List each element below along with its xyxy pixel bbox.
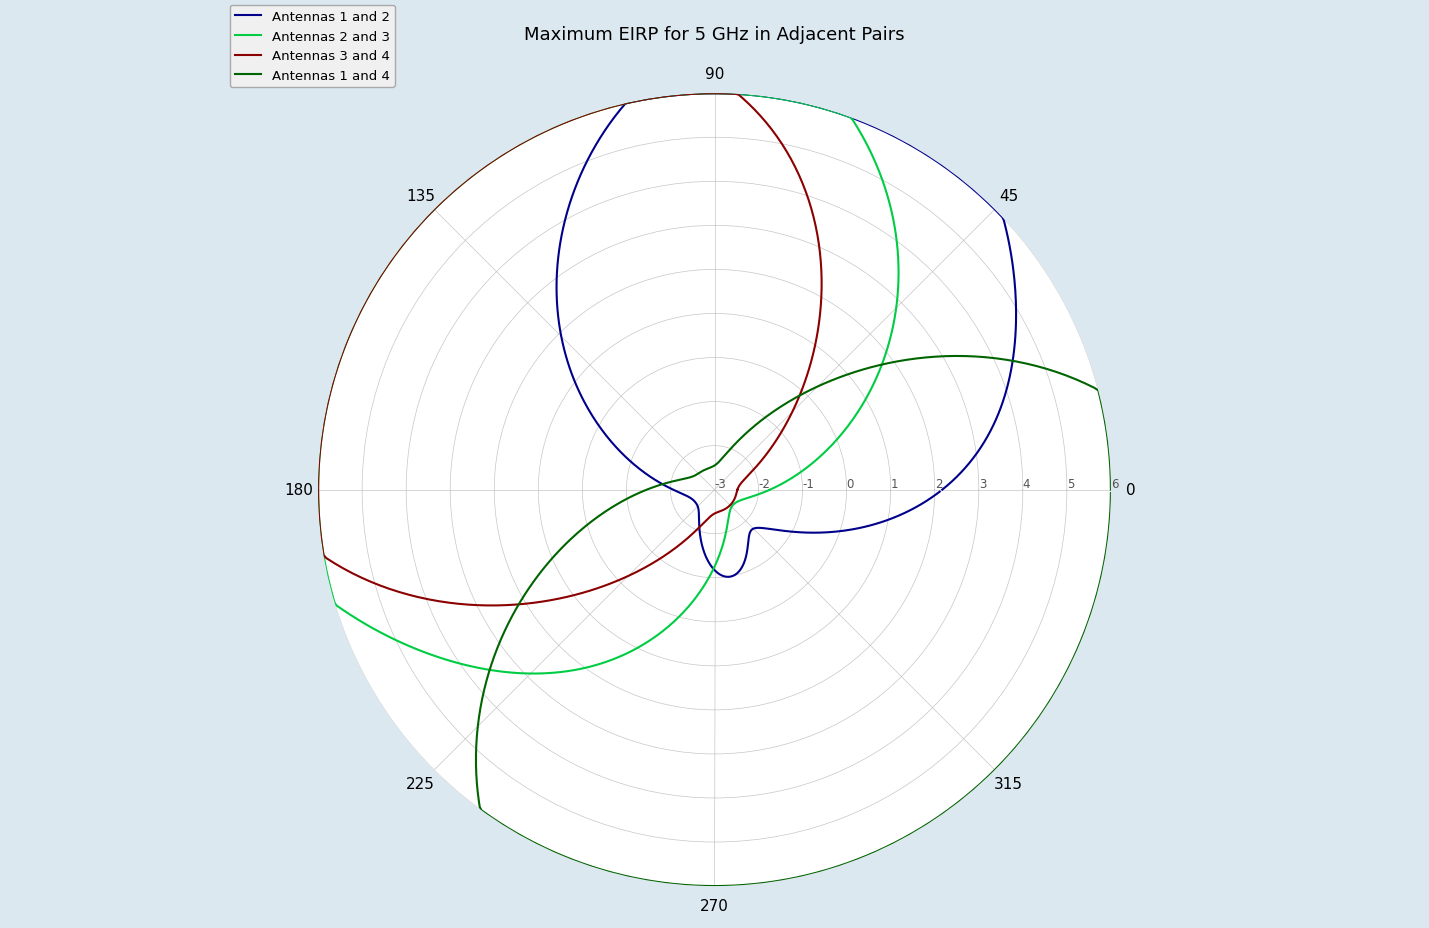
Antennas 2 and 3 bbox=[842, 112, 859, 123]
Antennas 3 and 4 bbox=[640, 94, 657, 105]
Antennas 1 and 4 bbox=[467, 735, 484, 746]
Line: Antennas 3 and 4: Antennas 3 and 4 bbox=[319, 94, 822, 606]
Antennas 1 and 2 bbox=[933, 484, 950, 496]
Antennas 1 and 4 bbox=[712, 457, 729, 468]
Antennas 3 and 4 bbox=[730, 482, 747, 493]
Antennas 1 and 4 bbox=[703, 462, 720, 473]
Antennas 2 and 3 bbox=[762, 484, 779, 496]
Antennas 1 and 4 bbox=[490, 817, 507, 828]
Line: Antennas 2 and 3: Antennas 2 and 3 bbox=[319, 94, 899, 674]
Antennas 2 and 3 bbox=[777, 476, 795, 487]
Antennas 2 and 3 bbox=[593, 658, 610, 669]
Antennas 1 and 4 bbox=[696, 465, 713, 476]
Antennas 3 and 4 bbox=[727, 89, 745, 100]
Antennas 3 and 4 bbox=[723, 498, 740, 509]
Antennas 1 and 2 bbox=[640, 94, 657, 105]
Antennas 1 and 4 bbox=[1102, 484, 1119, 496]
Antennas 2 and 3 bbox=[886, 314, 903, 325]
Antennas 2 and 3 bbox=[532, 668, 549, 679]
Legend: Antennas 1 and 2, Antennas 2 and 3, Antennas 3 and 4, Antennas 1 and 4: Antennas 1 and 2, Antennas 2 and 3, Ante… bbox=[230, 6, 394, 88]
Antennas 3 and 4 bbox=[729, 484, 746, 496]
Antennas 1 and 4 bbox=[819, 377, 836, 388]
Antennas 3 and 4 bbox=[627, 567, 644, 578]
Antennas 1 and 2 bbox=[772, 94, 789, 105]
Antennas 2 and 3 bbox=[760, 485, 777, 496]
Antennas 2 and 3 bbox=[772, 94, 789, 105]
Antennas 1 and 2 bbox=[690, 509, 707, 521]
Antennas 1 and 2 bbox=[993, 212, 1010, 223]
Title: Maximum EIRP for 5 GHz in Adjacent Pairs: Maximum EIRP for 5 GHz in Adjacent Pairs bbox=[524, 25, 905, 44]
Antennas 3 and 4 bbox=[769, 132, 786, 143]
Antennas 3 and 4 bbox=[780, 415, 797, 426]
Antennas 1 and 4 bbox=[1102, 488, 1119, 499]
Antennas 1 and 2 bbox=[689, 502, 706, 513]
Antennas 1 and 2 bbox=[932, 486, 949, 497]
Antennas 1 and 2 bbox=[992, 210, 1009, 221]
Line: Antennas 1 and 4: Antennas 1 and 4 bbox=[476, 356, 1110, 886]
Antennas 1 and 4 bbox=[1100, 440, 1117, 451]
Antennas 2 and 3 bbox=[725, 500, 742, 511]
Antennas 3 and 4 bbox=[669, 541, 686, 552]
Antennas 1 and 2 bbox=[687, 497, 704, 509]
Antennas 1 and 2 bbox=[963, 456, 980, 467]
Antennas 3 and 4 bbox=[729, 484, 746, 496]
Antennas 2 and 3 bbox=[640, 94, 657, 105]
Line: Antennas 1 and 2: Antennas 1 and 2 bbox=[556, 94, 1016, 577]
